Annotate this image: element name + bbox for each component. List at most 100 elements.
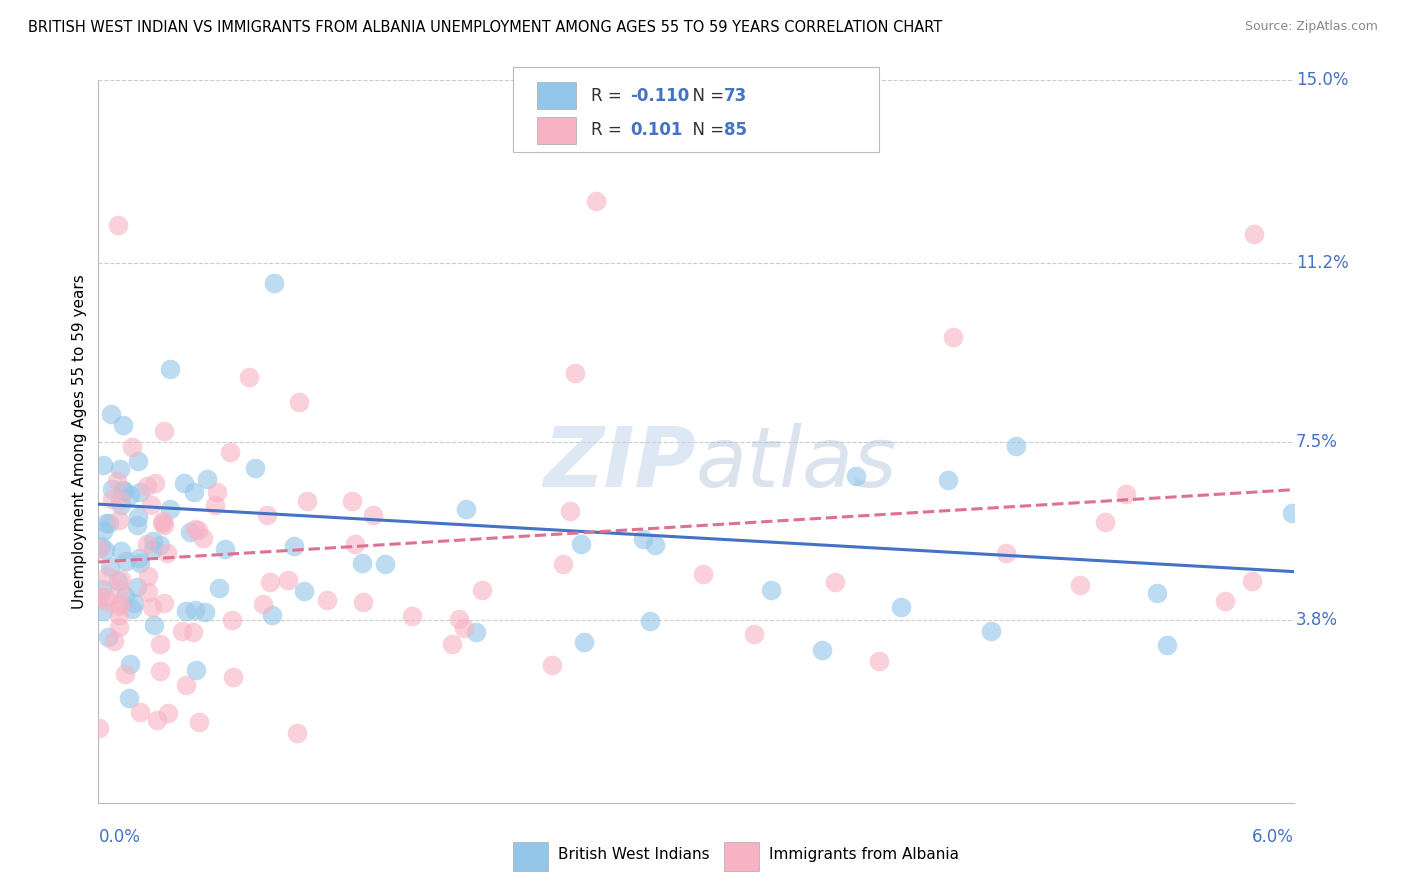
Point xyxy=(121,441,143,455)
Point xyxy=(195,473,218,487)
Point xyxy=(97,516,120,531)
Text: Immigrants from Albania: Immigrants from Albania xyxy=(769,847,959,862)
Point xyxy=(285,726,308,740)
Point xyxy=(94,543,117,558)
Point xyxy=(90,539,112,553)
Point xyxy=(456,502,478,516)
Point xyxy=(143,476,166,491)
Point xyxy=(135,479,157,493)
Point xyxy=(824,575,846,590)
Point xyxy=(100,407,122,421)
Point xyxy=(810,643,832,657)
Point xyxy=(128,550,150,565)
Text: British West Indians: British West Indians xyxy=(558,847,710,862)
Point xyxy=(96,568,118,582)
Text: Source: ZipAtlas.com: Source: ZipAtlas.com xyxy=(1244,20,1378,33)
Point xyxy=(742,626,765,640)
Point xyxy=(845,469,868,483)
Point xyxy=(1146,585,1168,599)
Text: ZIP: ZIP xyxy=(543,423,696,504)
Point xyxy=(980,624,1002,638)
Point xyxy=(152,514,174,528)
Point xyxy=(1069,578,1091,592)
Point xyxy=(256,508,278,522)
Point xyxy=(110,597,132,611)
Point xyxy=(222,669,245,683)
Y-axis label: Unemployment Among Ages 55 to 59 years: Unemployment Among Ages 55 to 59 years xyxy=(72,274,87,609)
Point xyxy=(153,424,176,438)
Point xyxy=(564,367,586,381)
Point xyxy=(156,546,179,560)
Point xyxy=(125,518,148,533)
Point xyxy=(105,474,128,488)
Text: 6.0%: 6.0% xyxy=(1251,828,1294,847)
Point xyxy=(159,501,181,516)
Point xyxy=(288,394,311,409)
Point xyxy=(135,537,157,551)
Point xyxy=(292,584,315,599)
Point xyxy=(98,560,121,574)
Point xyxy=(114,589,136,603)
Point xyxy=(631,532,654,546)
Point xyxy=(890,600,912,615)
Point xyxy=(179,525,201,540)
Point xyxy=(692,566,714,581)
Point xyxy=(107,574,129,588)
Point xyxy=(96,516,118,530)
Point xyxy=(343,537,366,551)
Point xyxy=(184,602,207,616)
Point xyxy=(101,482,124,496)
Point xyxy=(100,491,122,506)
Point xyxy=(149,637,172,651)
Point xyxy=(471,583,494,598)
Point xyxy=(401,609,423,624)
Point xyxy=(221,613,243,627)
Point xyxy=(1115,486,1137,500)
Point xyxy=(374,557,396,571)
Point xyxy=(1241,574,1264,588)
Text: BRITISH WEST INDIAN VS IMMIGRANTS FROM ALBANIA UNEMPLOYMENT AMONG AGES 55 TO 59 : BRITISH WEST INDIAN VS IMMIGRANTS FROM A… xyxy=(28,20,942,35)
Point xyxy=(141,498,163,512)
Point xyxy=(440,637,463,651)
Point xyxy=(87,542,110,557)
Point xyxy=(121,601,143,615)
Point xyxy=(447,612,470,626)
Text: atlas: atlas xyxy=(696,423,897,504)
Point xyxy=(638,615,661,629)
Point xyxy=(184,663,207,677)
Point xyxy=(283,539,305,553)
Point xyxy=(122,596,145,610)
Point xyxy=(585,194,607,208)
Point xyxy=(146,713,169,727)
Point xyxy=(245,461,267,475)
Point xyxy=(187,523,209,537)
Point xyxy=(141,599,163,614)
Text: 73: 73 xyxy=(724,87,748,104)
Point xyxy=(572,634,595,648)
Point xyxy=(128,485,150,500)
Point xyxy=(129,705,152,719)
Point xyxy=(260,607,283,622)
Point xyxy=(1094,515,1116,529)
Text: 3.8%: 3.8% xyxy=(1296,611,1339,629)
Point xyxy=(172,624,194,638)
Point xyxy=(115,554,138,568)
Point xyxy=(108,513,131,527)
Point xyxy=(108,582,131,597)
Point xyxy=(759,582,782,597)
Text: 0.0%: 0.0% xyxy=(98,828,141,847)
Point xyxy=(110,544,132,558)
Text: 0.101: 0.101 xyxy=(630,121,682,139)
Point xyxy=(114,667,136,681)
Point xyxy=(194,605,217,619)
Point xyxy=(108,599,131,613)
Point xyxy=(453,621,475,635)
Point xyxy=(1156,638,1178,652)
Text: 85: 85 xyxy=(724,121,747,139)
Point xyxy=(149,538,172,552)
Point xyxy=(218,445,240,459)
Point xyxy=(868,654,890,668)
Text: 7.5%: 7.5% xyxy=(1296,433,1337,450)
Point xyxy=(184,522,207,536)
Text: 15.0%: 15.0% xyxy=(1296,71,1348,89)
